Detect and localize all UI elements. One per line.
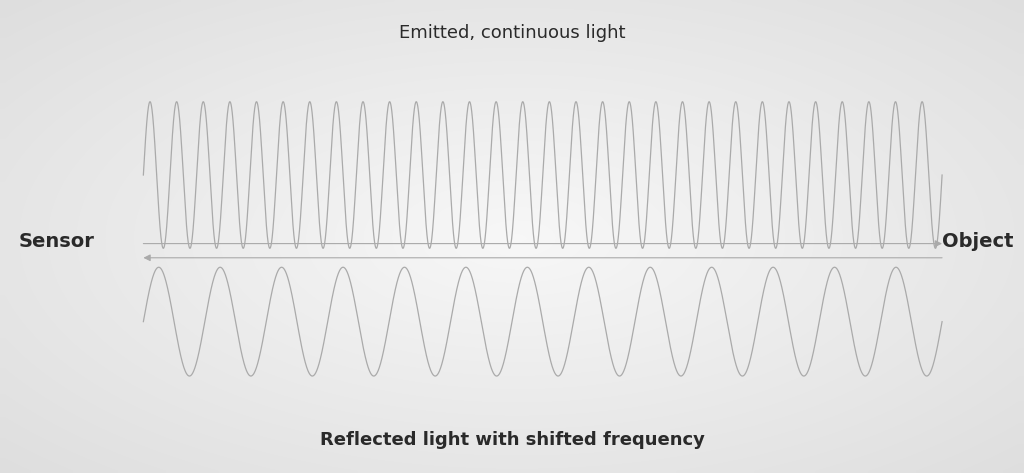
Text: Reflected light with shifted frequency: Reflected light with shifted frequency — [319, 431, 705, 449]
Text: Object: Object — [942, 232, 1014, 251]
Text: Emitted, continuous light: Emitted, continuous light — [398, 24, 626, 42]
Text: Sensor: Sensor — [18, 232, 94, 251]
